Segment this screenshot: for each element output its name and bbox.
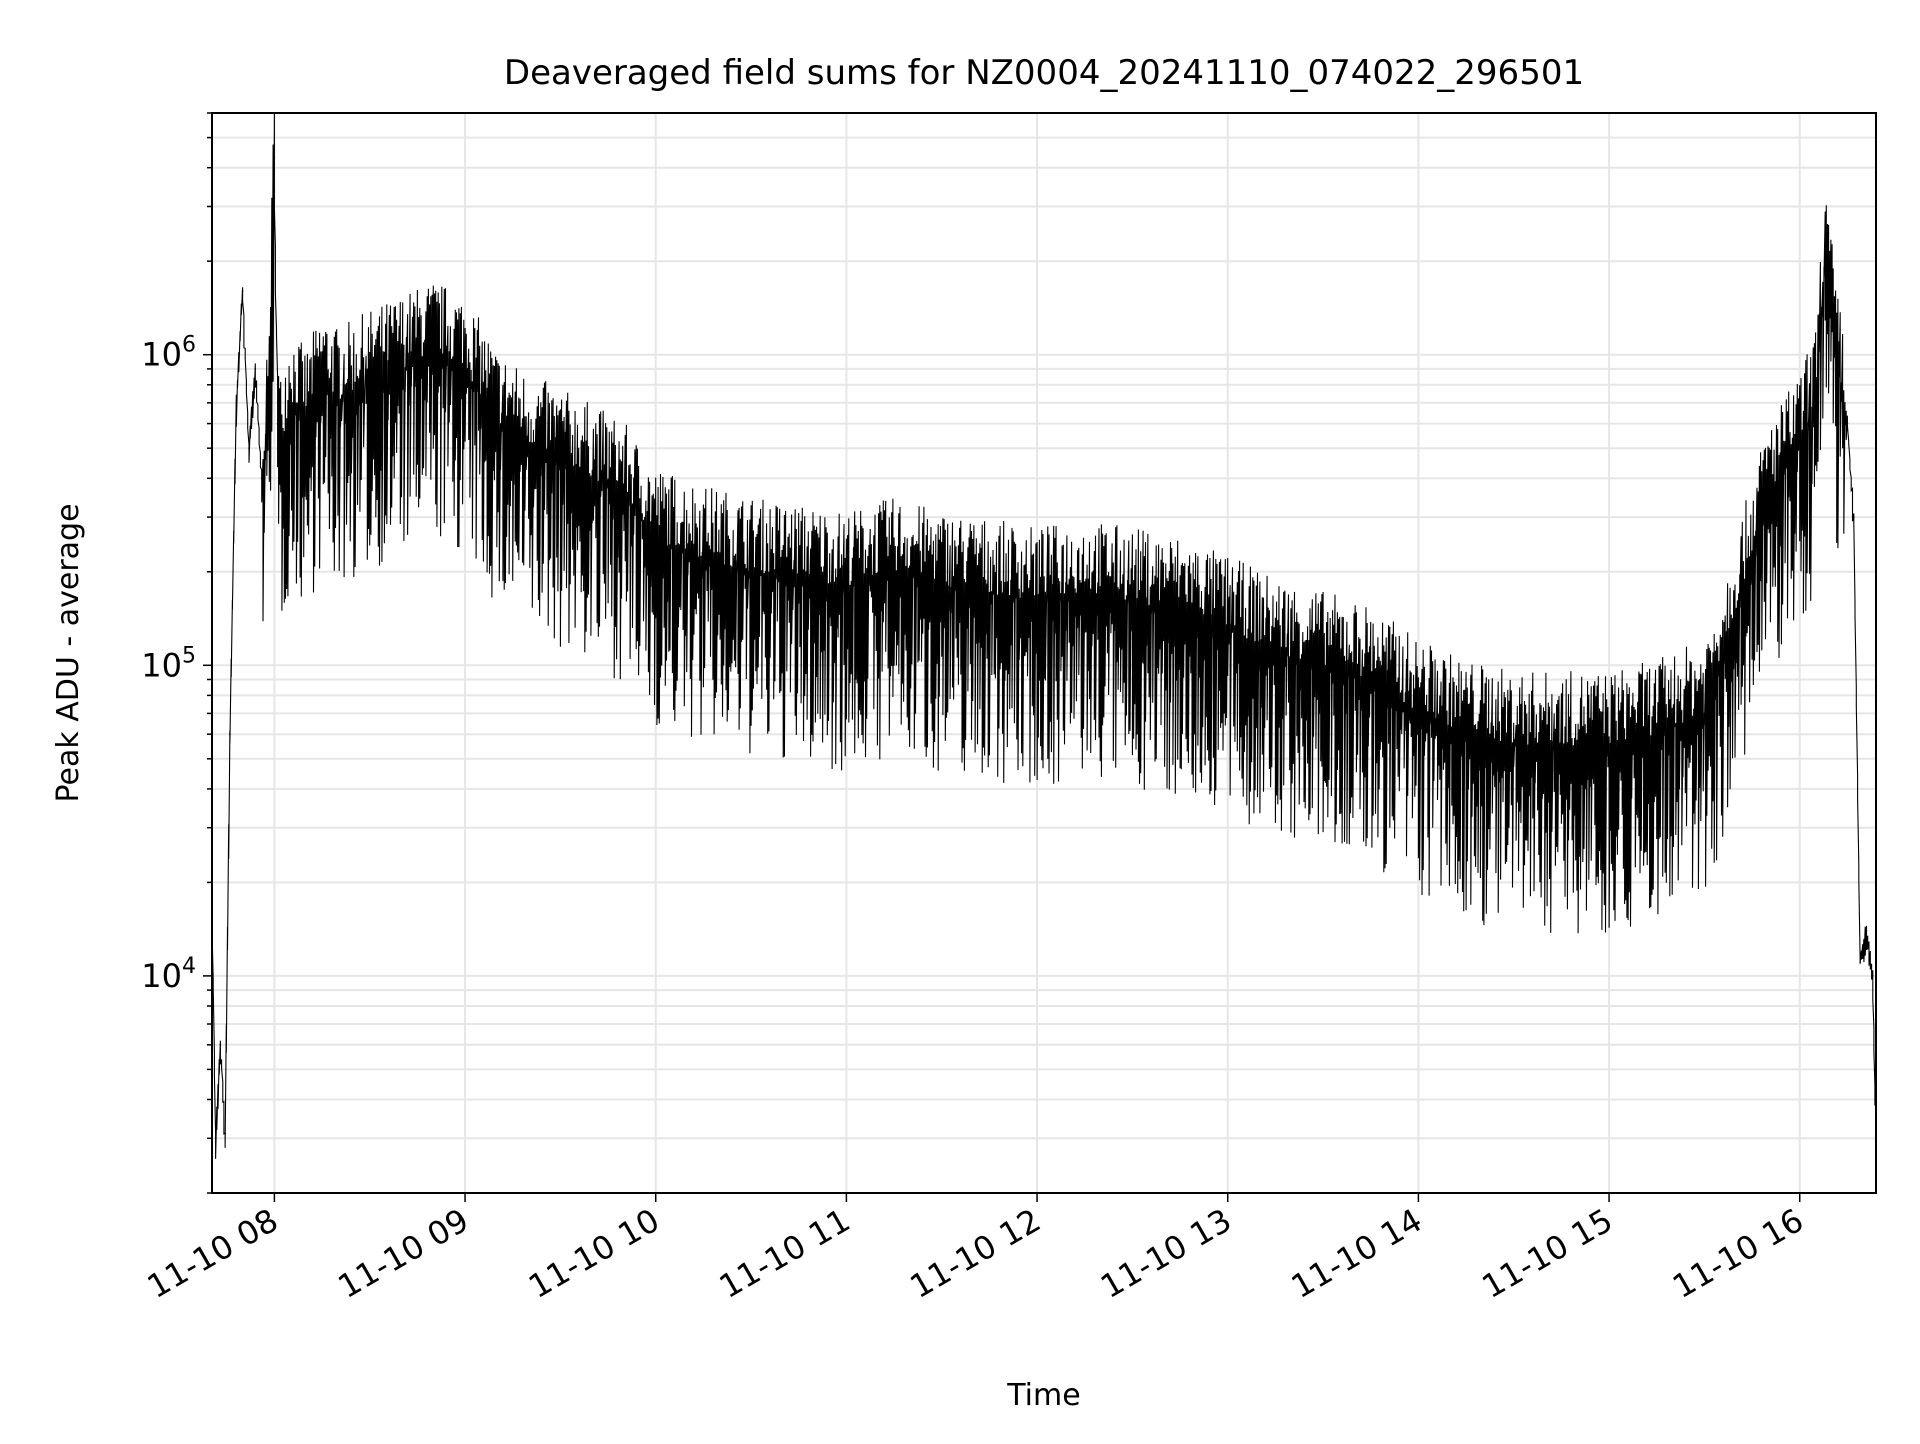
y-tick-label-exponent: 4	[182, 954, 196, 979]
data-point	[1560, 745, 1563, 747]
data-point	[845, 585, 848, 587]
data-point	[591, 477, 593, 480]
data-point	[289, 402, 292, 404]
data-point	[1703, 712, 1706, 715]
data-point	[279, 447, 282, 450]
data-point	[1798, 447, 1801, 450]
y-tick-label-exponent: 6	[182, 333, 196, 358]
data-point	[559, 461, 562, 464]
data-point	[432, 353, 435, 356]
data-point	[1226, 629, 1229, 631]
data-point	[368, 384, 371, 386]
data-point	[400, 368, 403, 370]
data-point	[1131, 601, 1134, 603]
y-tick-label: 105	[141, 643, 196, 684]
data-point	[1837, 368, 1839, 370]
data-point	[1322, 664, 1324, 667]
data-point	[1179, 609, 1181, 612]
data-point	[214, 1137, 217, 1140]
data-point	[1859, 962, 1861, 964]
data-point	[1853, 516, 1855, 518]
data-point	[241, 290, 244, 293]
data-point	[1274, 651, 1277, 654]
data-point	[1036, 601, 1038, 603]
data-point	[1655, 733, 1658, 735]
data-point	[893, 571, 895, 573]
data-point	[1417, 712, 1420, 715]
data-point	[464, 368, 466, 370]
data-point	[940, 585, 943, 587]
data-point	[273, 157, 276, 159]
data-point	[702, 558, 705, 560]
y-tick-label-base: 10	[141, 646, 182, 684]
y-axis-label: Peak ADU - average	[51, 503, 86, 802]
data-point	[1872, 975, 1874, 977]
data-point	[1083, 592, 1086, 595]
data-point	[750, 571, 752, 573]
plot-frame	[211, 112, 1877, 1194]
data-point	[219, 1044, 222, 1046]
data-point	[797, 577, 800, 580]
data-point	[1824, 253, 1826, 256]
data-point	[267, 422, 269, 425]
x-axis-label: Time	[1006, 1378, 1080, 1413]
y-tick-label: 104	[141, 954, 196, 995]
data-point	[305, 422, 308, 425]
data-point	[248, 447, 250, 450]
data-point	[276, 422, 279, 425]
data-point	[654, 540, 657, 543]
data-point	[1846, 422, 1849, 425]
data-layer	[211, 112, 1877, 1159]
data-point	[260, 477, 263, 480]
data-point	[337, 402, 339, 404]
data-point	[1735, 609, 1737, 612]
data-point	[254, 368, 257, 370]
data-point	[988, 592, 991, 595]
data-point	[496, 422, 498, 425]
data-point	[623, 495, 625, 498]
data-point	[1608, 745, 1610, 747]
data-point	[1865, 929, 1868, 932]
data-point	[1767, 495, 1769, 498]
data-point	[224, 1133, 226, 1135]
chart-title: Deaveraged field sums for NZ0004_2024111…	[504, 53, 1584, 93]
y-tick-label: 106	[141, 333, 196, 374]
data-point	[229, 733, 231, 735]
y-tick-label-base: 10	[141, 957, 182, 995]
data-point	[1512, 745, 1515, 747]
data-point	[1369, 678, 1372, 681]
data-point	[527, 447, 530, 450]
data-point	[235, 402, 238, 404]
data-point	[1465, 733, 1467, 735]
y-tick-label-base: 10	[141, 336, 182, 374]
data-point	[1814, 402, 1817, 404]
series-line	[211, 112, 1876, 1159]
y-tick-label-exponent: 5	[182, 643, 196, 668]
data-point	[321, 384, 323, 386]
